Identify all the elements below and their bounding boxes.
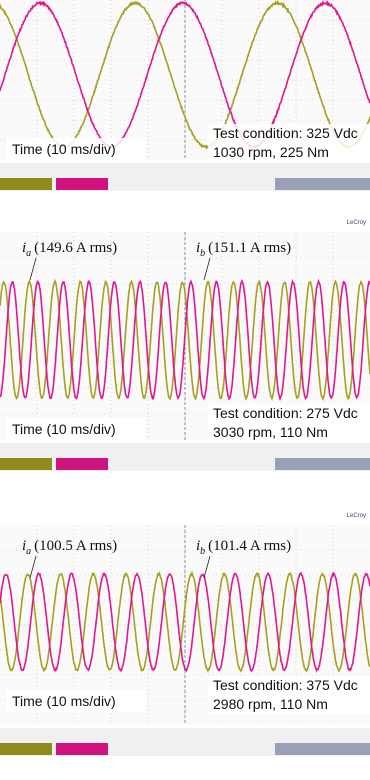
brand: LeCroy bbox=[347, 220, 366, 226]
operating-point: 1030 rpm, 225 Nm bbox=[213, 144, 329, 160]
current-subscript: a bbox=[26, 546, 31, 557]
timebase-box bbox=[275, 458, 370, 470]
channel-b-box bbox=[56, 178, 108, 190]
test-condition: Test condition: 325 Vdc bbox=[213, 125, 358, 141]
current-rms: (101.4 A rms) bbox=[208, 538, 291, 554]
operating-point: 2980 rpm, 110 Nm bbox=[213, 696, 328, 712]
current-subscript: b bbox=[200, 546, 205, 557]
brand: LeCroy bbox=[347, 513, 366, 519]
scope-captures: Test condition: 325 Vdc 1030 rpm, 225 Nm T… bbox=[0, 0, 370, 780]
time-scale: Time (10 ms/div) bbox=[12, 693, 116, 709]
channel-a-box bbox=[0, 178, 52, 190]
time-scale: Time (10 ms/div) bbox=[12, 421, 116, 437]
channel-a-box bbox=[0, 743, 52, 755]
time-scale: Time (10 ms/div) bbox=[12, 141, 116, 157]
operating-point: 3030 rpm, 110 Nm bbox=[213, 424, 328, 440]
test-condition: Test condition: 375 Vdc bbox=[213, 677, 358, 693]
current-rms: (100.5 A rms) bbox=[34, 538, 117, 554]
timebase-box bbox=[275, 743, 370, 755]
channel-a-box bbox=[0, 458, 52, 470]
timebase-box bbox=[275, 178, 370, 190]
current-rms: (151.1 A rms) bbox=[208, 240, 291, 256]
current-subscript: a bbox=[26, 248, 31, 259]
channel-b-box bbox=[56, 743, 108, 755]
test-condition: Test condition: 275 Vdc bbox=[213, 405, 358, 421]
current-rms: (149.6 A rms) bbox=[34, 240, 117, 256]
channel-b-box bbox=[56, 458, 108, 470]
current-subscript: b bbox=[200, 248, 205, 259]
